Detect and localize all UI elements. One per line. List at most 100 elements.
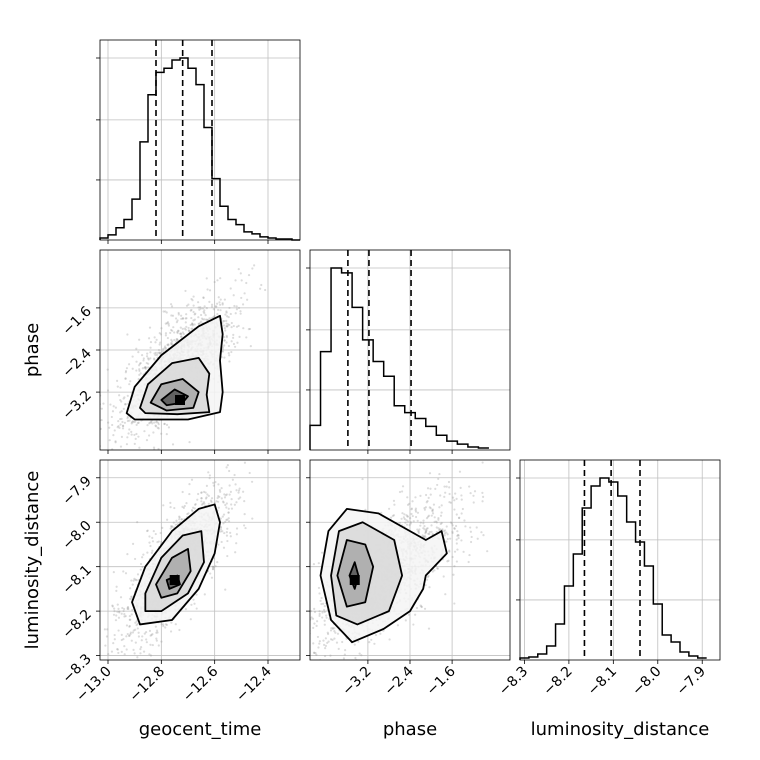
scatter-point <box>235 308 239 311</box>
scatter-point <box>125 624 129 627</box>
scatter-point <box>400 490 404 493</box>
scatter-point <box>118 426 121 430</box>
scatter-point <box>313 610 317 614</box>
scatter-point <box>138 338 141 341</box>
scatter-point <box>146 551 149 554</box>
scatter-point <box>135 360 138 363</box>
panel-1-y-tick-label: −8.2 <box>59 607 94 642</box>
scatter-point <box>227 352 230 355</box>
scatter-point <box>456 534 459 537</box>
scatter-point <box>354 661 356 663</box>
scatter-point <box>373 642 376 645</box>
contour-line-3 <box>319 507 448 644</box>
scatter-point <box>149 340 153 344</box>
scatter-point <box>477 442 479 444</box>
hist-2-x-tick-label: −8.0 <box>629 664 664 699</box>
scatter-point <box>229 287 232 290</box>
scatter-point <box>121 420 124 424</box>
scatter-point <box>161 350 165 353</box>
scatter-point <box>138 368 141 371</box>
scatter-point <box>391 514 394 518</box>
scatter-point <box>470 535 473 539</box>
contour-line-0 <box>160 388 189 407</box>
scatter-point <box>271 680 273 682</box>
scatter-point <box>139 562 143 566</box>
scatter-point <box>423 607 427 610</box>
scatter-point <box>228 360 231 363</box>
scatter-point <box>189 618 192 621</box>
scatter-point <box>401 512 404 515</box>
scatter-point <box>127 432 130 435</box>
scatter-point <box>135 369 138 372</box>
scatter-point <box>464 525 467 528</box>
scatter-point <box>404 521 407 524</box>
scatter-point <box>112 433 115 437</box>
scatter-point <box>146 366 150 369</box>
scatter-point <box>123 396 126 399</box>
scatter-point <box>236 341 239 344</box>
scatter-point <box>178 515 181 518</box>
scatter-point <box>148 422 151 425</box>
scatter-point <box>126 605 130 609</box>
scatter-point <box>451 496 455 499</box>
scatter-point <box>192 319 195 322</box>
scatter-point <box>218 301 221 304</box>
scatter-point <box>137 351 140 354</box>
scatter-point <box>445 485 448 488</box>
scatter-point <box>177 311 180 315</box>
scatter-point <box>223 336 226 339</box>
scatter-point <box>449 501 453 504</box>
scatter-point <box>444 593 447 596</box>
scatter-point <box>290 596 292 598</box>
scatter-point <box>210 303 214 306</box>
scatter-point <box>147 337 151 340</box>
scatter-point <box>248 327 252 331</box>
scatter-point <box>316 675 318 677</box>
scatter-point <box>152 431 155 434</box>
scatter-point <box>199 307 202 310</box>
scatter-point <box>423 506 426 510</box>
scatter-point <box>151 540 155 543</box>
scatter-point <box>131 355 134 358</box>
scatter-point <box>119 386 122 389</box>
scatter-point <box>436 567 439 570</box>
scatter-point <box>164 626 167 629</box>
scatter-point <box>392 514 396 517</box>
scatter-point <box>416 511 420 514</box>
scatter-point <box>180 518 183 521</box>
scatter-point <box>237 489 241 492</box>
scatter-point <box>437 516 440 520</box>
contour-line-1 <box>336 539 375 608</box>
scatter-point <box>165 311 168 314</box>
scatter-point <box>462 550 465 553</box>
scatter-point <box>221 530 224 533</box>
scatter-point <box>119 596 123 599</box>
scatter-point <box>207 494 210 497</box>
scatter-point <box>149 421 152 424</box>
scatter-point <box>337 671 339 673</box>
scatter-point <box>240 279 243 282</box>
scatter-point <box>431 532 434 536</box>
scatter-point <box>210 576 214 579</box>
scatter-point <box>467 560 470 564</box>
scatter-point <box>417 530 420 533</box>
scatter-point <box>223 319 226 323</box>
scatter-point <box>190 509 194 512</box>
scatter-point <box>135 623 138 627</box>
scatter-point <box>320 551 324 554</box>
scatter-point <box>449 521 453 524</box>
scatter-point <box>133 652 136 655</box>
scatter-point <box>193 313 196 316</box>
scatter-point <box>430 514 433 517</box>
scatter-point <box>360 654 363 657</box>
scatter-point <box>427 496 430 499</box>
scatter-point <box>424 532 427 535</box>
scatter-point <box>239 272 242 275</box>
scatter-point <box>318 642 321 645</box>
scatter-point <box>420 605 423 608</box>
scatter-point <box>170 314 173 317</box>
scatter-point <box>225 311 228 314</box>
scatter-point <box>228 493 231 496</box>
scatter-point <box>109 403 112 406</box>
scatter-point <box>213 501 216 505</box>
